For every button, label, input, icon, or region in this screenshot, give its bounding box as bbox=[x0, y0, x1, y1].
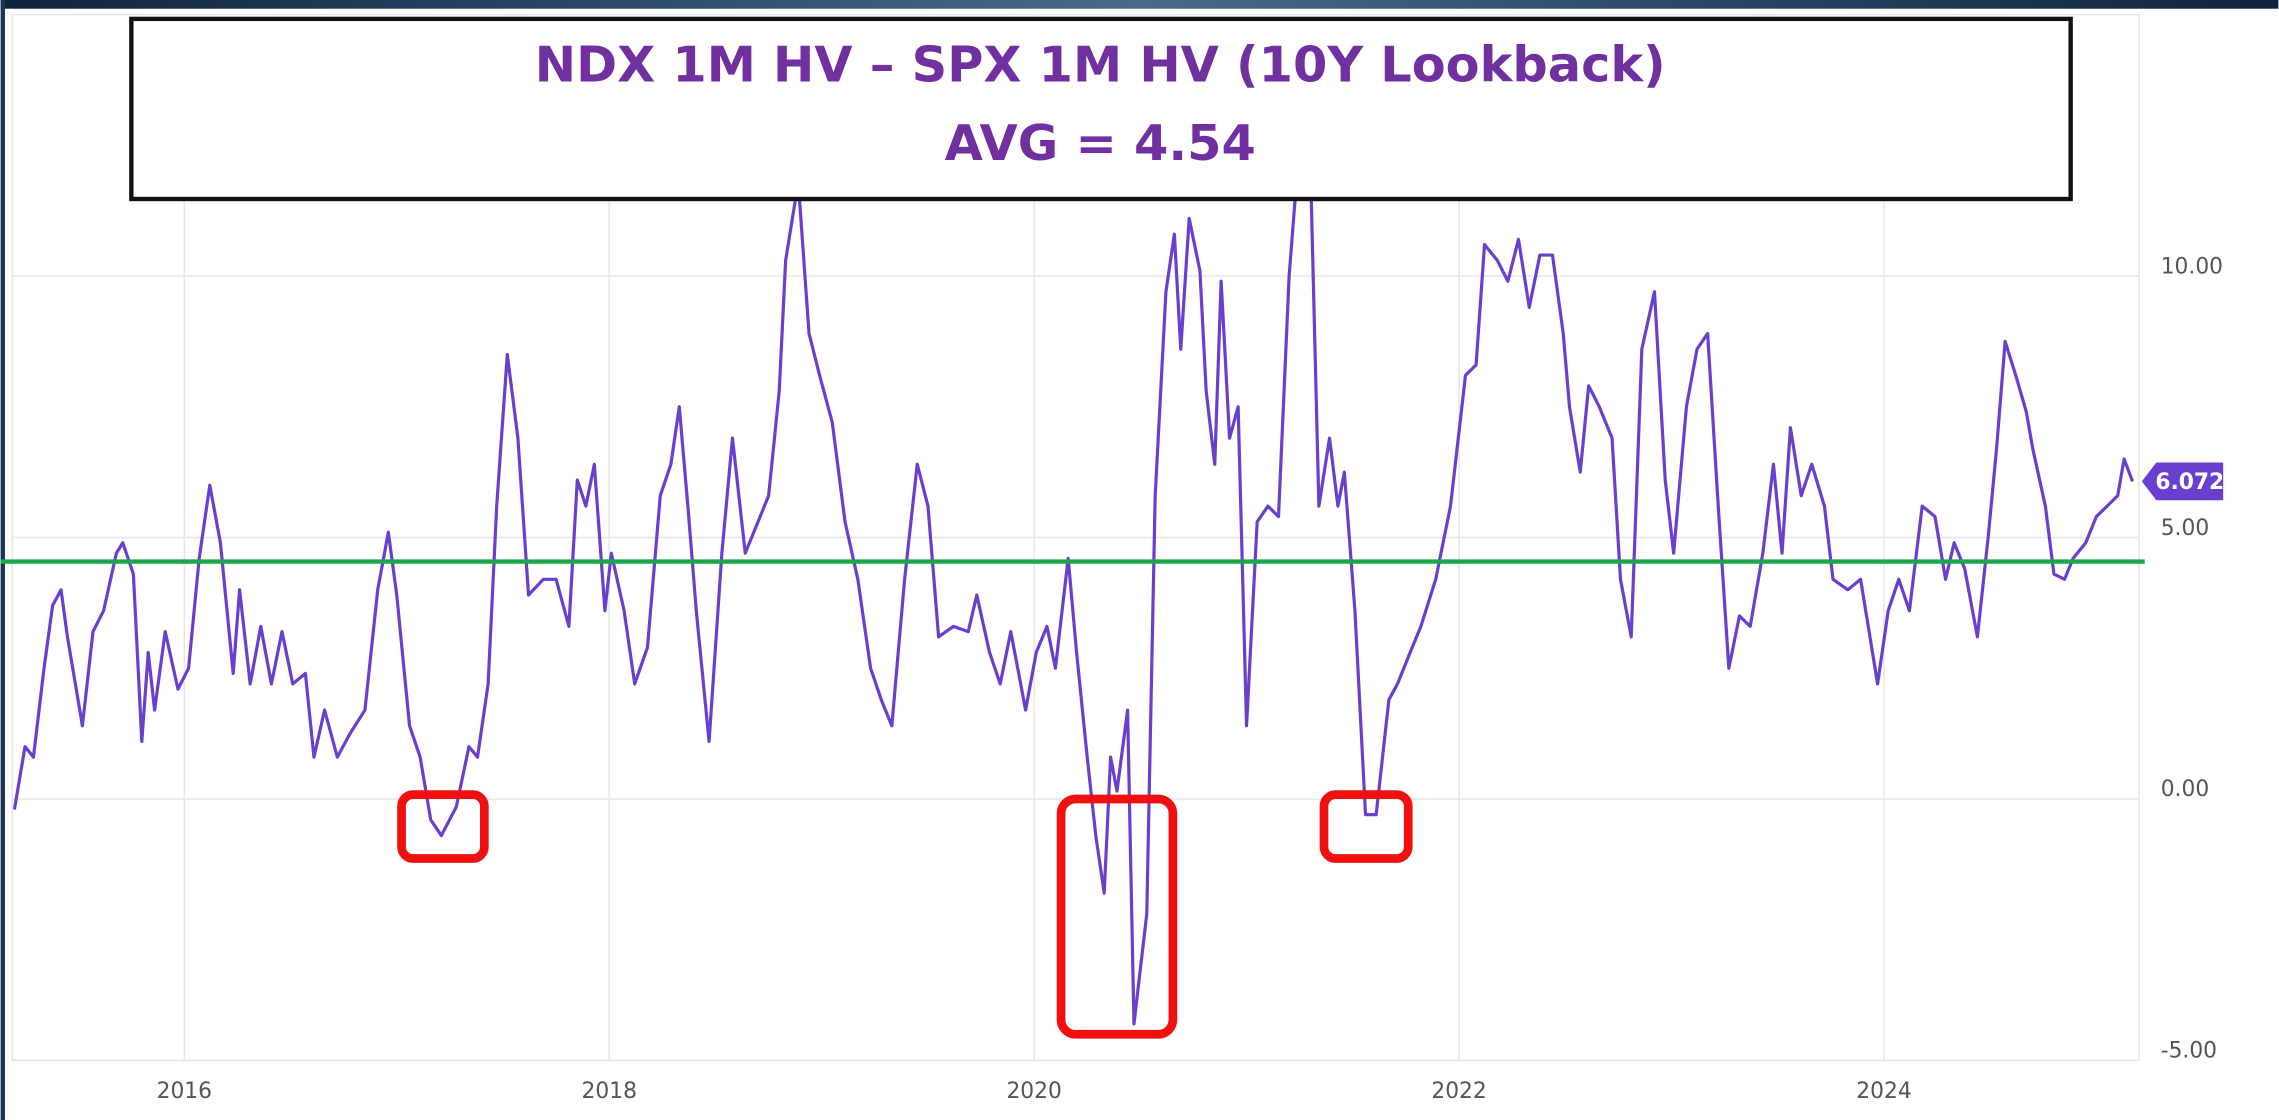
y-tick-label: 0.00 bbox=[2161, 777, 2209, 802]
x-tick-label: 2018 bbox=[582, 1079, 637, 1104]
x-tick-label: 2020 bbox=[1006, 1079, 1061, 1104]
frame-top bbox=[0, 0, 2279, 9]
x-tick-label: 2022 bbox=[1431, 1079, 1486, 1104]
lines bbox=[0, 138, 2145, 1026]
highlight-box bbox=[397, 790, 489, 863]
badge-shape bbox=[2141, 462, 2224, 501]
chart-title: NDX 1M HV – SPX 1M HV (10Y Lookback) bbox=[535, 35, 1666, 93]
chart-subtitle: AVG = 4.54 bbox=[945, 114, 1256, 172]
badge-label: 6.072 bbox=[2155, 470, 2224, 495]
last-value-badge: 6.072 bbox=[2141, 462, 2224, 501]
y-tick-label: 5.00 bbox=[2161, 516, 2209, 541]
y-tick-label: 10.00 bbox=[2161, 254, 2223, 279]
y-tick-label: -5.00 bbox=[2161, 1039, 2217, 1064]
highlight-box bbox=[1056, 794, 1178, 1039]
data-line bbox=[12, 138, 2135, 1026]
x-tick-label: 2024 bbox=[1856, 1079, 1911, 1104]
title-box bbox=[129, 16, 2073, 202]
highlight-boxes bbox=[397, 790, 1413, 1039]
highlight-box bbox=[1319, 790, 1413, 863]
x-tick-label: 2016 bbox=[157, 1079, 212, 1104]
